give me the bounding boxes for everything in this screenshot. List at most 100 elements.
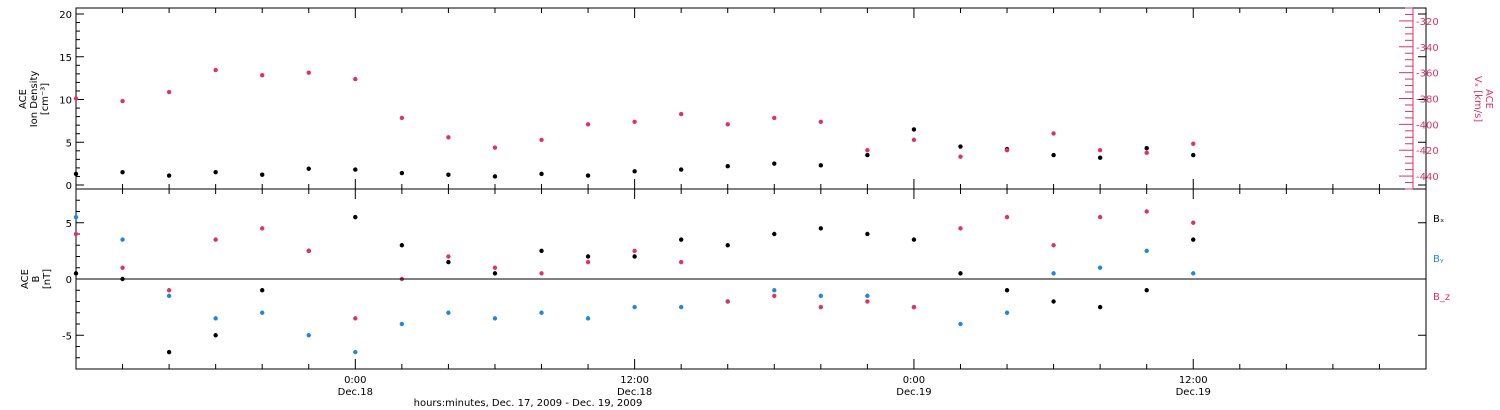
bz-point — [353, 316, 358, 321]
top-right-ytick-label: -440 — [1416, 172, 1439, 183]
bottom-left-ytick-label: 5 — [66, 219, 72, 230]
top-right-ytick-label: -400 — [1416, 120, 1439, 131]
bz-series — [73, 209, 1196, 321]
density-point — [1144, 146, 1149, 151]
bx-point — [73, 271, 79, 276]
bx-point — [1051, 299, 1056, 304]
density-series — [73, 127, 1196, 179]
top-right-ytick-label: -320 — [1416, 17, 1439, 28]
top-right-ylabel-line-1: ACE — [1483, 89, 1494, 109]
bx-point — [911, 237, 917, 242]
by-point — [772, 288, 777, 293]
by-point — [818, 293, 824, 299]
bottom-ylabel-line-3: [nT] — [42, 269, 53, 289]
vx-point — [678, 111, 684, 117]
bx-point — [678, 237, 684, 242]
density-point — [678, 167, 684, 172]
bz-point — [865, 299, 870, 304]
bx-point — [353, 214, 358, 220]
by-series — [73, 214, 1196, 355]
density-point — [911, 127, 917, 132]
density-point — [446, 172, 451, 177]
density-point — [1051, 152, 1056, 158]
bz-point — [260, 226, 265, 231]
vx-point — [911, 137, 917, 143]
bx-series — [73, 214, 1196, 355]
vx-series — [73, 67, 1196, 159]
by-point — [213, 316, 218, 321]
vx-point — [585, 122, 591, 127]
by-point — [632, 304, 637, 310]
vx-point — [958, 154, 963, 159]
bz-point — [725, 299, 730, 304]
bx-point — [958, 271, 963, 276]
bx-point — [1144, 288, 1149, 293]
density-point — [865, 152, 870, 158]
by-point — [492, 316, 498, 321]
vx-point — [306, 70, 311, 75]
bx-point — [213, 333, 218, 338]
by-point — [446, 310, 451, 315]
bx-point — [166, 349, 172, 355]
by-point — [1191, 271, 1196, 276]
vx-point — [1051, 131, 1056, 136]
bz-point — [772, 293, 777, 299]
x-tick-sublabel: Dec.18 — [617, 387, 652, 398]
vx-point — [446, 135, 451, 140]
vx-point — [725, 122, 730, 127]
vx-point — [213, 67, 218, 73]
bx-point — [632, 254, 637, 259]
by-point — [120, 237, 125, 242]
x-tick-label: 0:00 — [903, 375, 925, 386]
top-left-ytick-label: 20 — [59, 10, 72, 21]
by-point — [306, 333, 311, 338]
bx-point — [446, 259, 451, 265]
bx-point — [492, 271, 498, 276]
bz-point — [1097, 214, 1103, 220]
density-point — [306, 166, 311, 171]
top-ylabel-line-3: [cm⁻³] — [40, 83, 51, 115]
bx-point — [1097, 304, 1103, 310]
bz-point — [492, 265, 498, 270]
bx-point — [1191, 237, 1196, 242]
top-right-ylabel: ACE Vₓ [km/s] — [1472, 76, 1494, 122]
by-point — [678, 304, 684, 310]
bottom-left-ytick-label: -5 — [62, 331, 72, 342]
by-point — [1097, 265, 1103, 270]
legend-by-label: Bᵧ — [1433, 254, 1444, 265]
vx-point — [865, 148, 870, 153]
series-layer — [73, 67, 1196, 355]
bz-point — [1144, 209, 1149, 214]
vx-point — [120, 98, 125, 104]
by-point — [865, 293, 870, 299]
by-point — [166, 293, 172, 299]
x-tick-sublabel: Dec.19 — [896, 387, 931, 398]
by-point — [73, 214, 79, 220]
vx-point — [166, 89, 172, 95]
top-left-y-axis: 0 5 10 15 20 — [59, 10, 1426, 192]
by-point — [539, 310, 544, 315]
top-right-ytick-label: -360 — [1416, 69, 1439, 80]
by-point — [1004, 310, 1010, 315]
bx-point — [399, 243, 405, 248]
top-left-ylabel: ACE Ion Density [cm⁻³] — [18, 71, 51, 128]
legend-bx-label: Bₓ — [1433, 214, 1444, 225]
vx-point — [73, 96, 79, 101]
top-right-ytick-label: -380 — [1416, 95, 1439, 106]
by-point — [585, 316, 591, 321]
by-point — [353, 349, 358, 355]
density-point — [585, 173, 591, 178]
bx-point — [725, 243, 730, 248]
bz-point — [678, 259, 684, 265]
density-point — [818, 163, 824, 168]
density-point — [725, 163, 730, 169]
bz-point — [1004, 214, 1010, 220]
x-axis: 0:00Dec.1812:00Dec.180:00Dec.1912:00Dec.… — [75, 8, 1427, 398]
top-ylabel-line-1: ACE — [18, 89, 29, 109]
density-point — [166, 173, 172, 178]
bz-point — [446, 254, 451, 259]
density-point — [632, 169, 637, 174]
x-tick-label: 12:00 — [1179, 375, 1208, 386]
bx-point — [772, 231, 777, 237]
bz-point — [632, 248, 637, 254]
